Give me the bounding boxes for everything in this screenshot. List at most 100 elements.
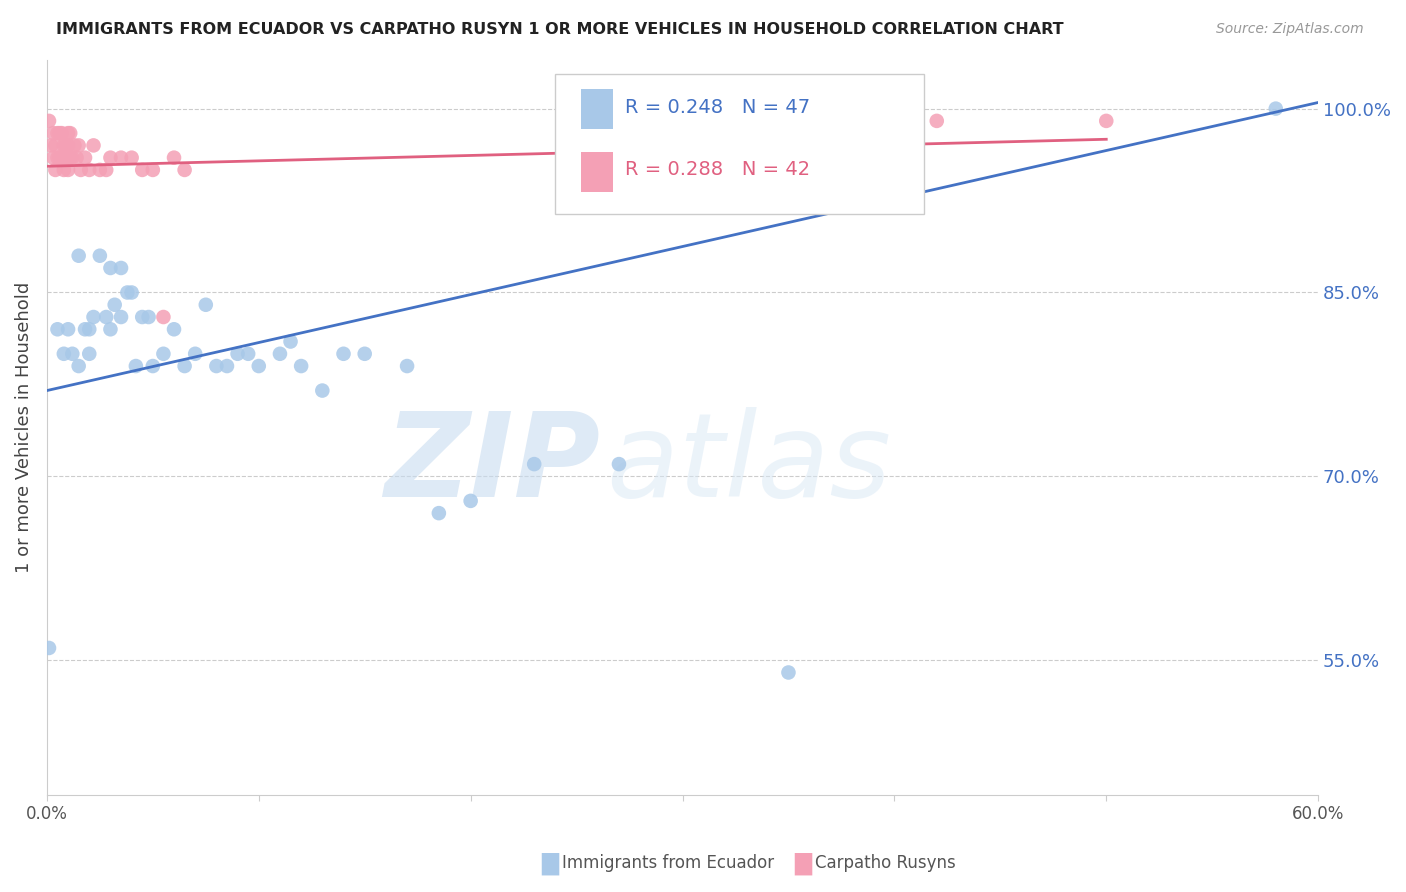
Point bbox=[51, 126, 73, 140]
Point bbox=[56, 162, 79, 177]
Point bbox=[523, 457, 546, 471]
Point bbox=[52, 162, 75, 177]
Point bbox=[38, 114, 60, 128]
Text: atlas: atlas bbox=[606, 407, 891, 521]
Text: Immigrants from Ecuador: Immigrants from Ecuador bbox=[562, 855, 775, 872]
Point bbox=[56, 138, 79, 153]
Point bbox=[44, 138, 66, 153]
Point bbox=[52, 347, 75, 361]
Point bbox=[142, 162, 165, 177]
Point bbox=[69, 162, 91, 177]
Point bbox=[39, 138, 62, 153]
Point bbox=[142, 359, 165, 373]
Point bbox=[59, 126, 82, 140]
FancyBboxPatch shape bbox=[581, 152, 613, 192]
Point bbox=[46, 126, 69, 140]
Point bbox=[60, 151, 83, 165]
Point bbox=[77, 322, 100, 336]
Text: █: █ bbox=[794, 852, 811, 875]
Point bbox=[152, 347, 174, 361]
Point bbox=[63, 138, 86, 153]
Point bbox=[100, 151, 122, 165]
Point bbox=[67, 249, 90, 263]
Point bbox=[1264, 102, 1286, 116]
Point bbox=[46, 151, 69, 165]
Point bbox=[163, 322, 186, 336]
Point bbox=[65, 151, 87, 165]
Point bbox=[73, 151, 96, 165]
Point bbox=[460, 494, 482, 508]
Point bbox=[96, 310, 118, 324]
Point bbox=[110, 151, 132, 165]
Point bbox=[290, 359, 312, 373]
Point bbox=[89, 162, 111, 177]
FancyBboxPatch shape bbox=[581, 89, 613, 129]
Point bbox=[89, 249, 111, 263]
Text: R = 0.288   N = 42: R = 0.288 N = 42 bbox=[626, 161, 810, 179]
Point bbox=[396, 359, 419, 373]
Text: Carpatho Rusyns: Carpatho Rusyns bbox=[815, 855, 956, 872]
Point bbox=[925, 114, 948, 128]
Point bbox=[52, 151, 75, 165]
Point bbox=[42, 126, 65, 140]
Point bbox=[121, 151, 143, 165]
Point bbox=[152, 310, 174, 324]
Text: IMMIGRANTS FROM ECUADOR VS CARPATHO RUSYN 1 OR MORE VEHICLES IN HOUSEHOLD CORREL: IMMIGRANTS FROM ECUADOR VS CARPATHO RUSY… bbox=[56, 22, 1064, 37]
Point bbox=[131, 310, 153, 324]
Point bbox=[215, 359, 238, 373]
Point bbox=[56, 322, 79, 336]
Point bbox=[121, 285, 143, 300]
Point bbox=[247, 359, 270, 373]
Point bbox=[77, 347, 100, 361]
Point bbox=[83, 310, 105, 324]
Point bbox=[60, 347, 83, 361]
Point bbox=[173, 162, 195, 177]
Point bbox=[59, 151, 82, 165]
Point bbox=[100, 322, 122, 336]
Point bbox=[125, 359, 148, 373]
Point bbox=[100, 260, 122, 275]
Point bbox=[38, 640, 60, 655]
Point bbox=[56, 126, 79, 140]
Point bbox=[73, 322, 96, 336]
Point bbox=[117, 285, 139, 300]
Text: █: █ bbox=[541, 852, 558, 875]
Point bbox=[96, 162, 118, 177]
Point bbox=[42, 151, 65, 165]
Point bbox=[353, 347, 375, 361]
Point bbox=[52, 138, 75, 153]
Point bbox=[427, 506, 450, 520]
Point bbox=[55, 138, 77, 153]
Text: R = 0.248   N = 47: R = 0.248 N = 47 bbox=[626, 98, 810, 117]
Point bbox=[311, 384, 333, 398]
Point bbox=[67, 359, 90, 373]
Point bbox=[332, 347, 354, 361]
Point bbox=[46, 322, 69, 336]
FancyBboxPatch shape bbox=[555, 74, 924, 214]
Point bbox=[778, 665, 800, 680]
Text: Source: ZipAtlas.com: Source: ZipAtlas.com bbox=[1216, 22, 1364, 37]
Point bbox=[607, 457, 630, 471]
Point bbox=[110, 260, 132, 275]
Point bbox=[269, 347, 291, 361]
Point bbox=[44, 162, 66, 177]
Point bbox=[51, 151, 73, 165]
Point bbox=[184, 347, 207, 361]
Point bbox=[194, 298, 217, 312]
Point bbox=[83, 138, 105, 153]
Point bbox=[67, 138, 90, 153]
Text: ZIP: ZIP bbox=[384, 407, 600, 522]
Point bbox=[238, 347, 260, 361]
Point bbox=[173, 359, 195, 373]
Point bbox=[163, 151, 186, 165]
Y-axis label: 1 or more Vehicles in Household: 1 or more Vehicles in Household bbox=[15, 282, 32, 573]
Point bbox=[205, 359, 228, 373]
Point bbox=[110, 310, 132, 324]
Point bbox=[55, 151, 77, 165]
Point bbox=[48, 151, 70, 165]
Point bbox=[131, 162, 153, 177]
Point bbox=[226, 347, 249, 361]
Point bbox=[48, 126, 70, 140]
Point bbox=[1095, 114, 1118, 128]
Point bbox=[77, 162, 100, 177]
